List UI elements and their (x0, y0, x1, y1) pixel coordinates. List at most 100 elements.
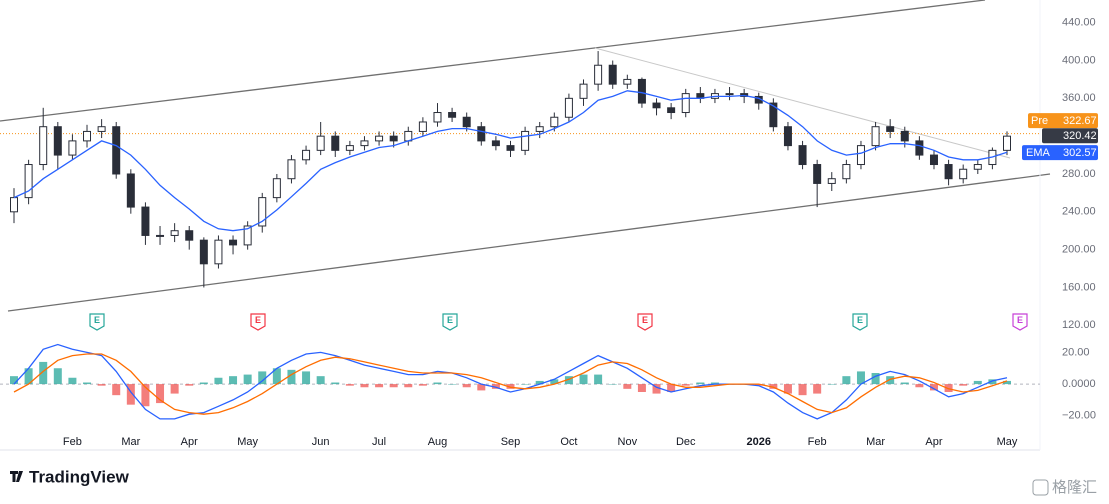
earnings-marker[interactable]: E (637, 313, 653, 331)
candle-body (112, 126, 121, 175)
macd-histogram-bar (126, 384, 135, 405)
candle-body (550, 116, 559, 128)
macd-histogram-bar (156, 384, 165, 404)
macd-histogram-bar (813, 384, 822, 394)
macd-histogram-bar (448, 384, 457, 385)
candle-body (900, 130, 909, 142)
ema-tag-text: EMA (1026, 147, 1051, 159)
candle-body (243, 225, 252, 246)
brand-icon (10, 471, 23, 482)
macd-histogram-bar (710, 382, 719, 385)
macd-histogram-bar (871, 373, 880, 385)
earnings-marker[interactable]: E (89, 313, 105, 331)
brand-name: TradingView (29, 467, 130, 486)
macd-histogram-bar (97, 384, 106, 386)
macd-histogram-bar (462, 384, 471, 388)
macd-histogram-bar (331, 382, 340, 385)
trend-line (594, 47, 1011, 159)
macd-histogram-bar (521, 384, 530, 385)
macd-histogram-bar (564, 376, 573, 385)
macd-histogram-bar (637, 384, 646, 392)
candle-body (433, 112, 442, 123)
watermark-icon (1032, 479, 1049, 496)
earnings-label: E (255, 315, 261, 325)
macd-histogram-bar (53, 368, 62, 385)
candle-body (637, 78, 646, 104)
macd-histogram-bar (418, 384, 427, 386)
earnings-badge (1012, 313, 1028, 331)
x-tick-label: Feb (63, 436, 82, 448)
ema-tag-text: 302.57 (1063, 147, 1097, 159)
pre-tag: Pre 322.67 (1028, 113, 1098, 129)
macd-histogram-bar (199, 382, 208, 385)
candle-body (769, 102, 778, 128)
macd-histogram-bar (915, 384, 924, 388)
macd-histogram-bar (258, 371, 267, 385)
candle-body (375, 135, 384, 142)
macd-histogram-bar (754, 384, 763, 386)
earnings-label: E (1017, 315, 1023, 325)
earnings-badge (250, 313, 266, 331)
candle-body (389, 135, 398, 142)
candle-body (783, 126, 792, 147)
x-tick-label: Feb (808, 436, 827, 448)
candle-body (594, 64, 603, 85)
channel-upper (0, 0, 986, 122)
macd-histogram-bar (550, 379, 559, 385)
macd-histogram-bar (375, 384, 384, 388)
earnings-marker[interactable]: E (1012, 313, 1028, 331)
earnings-marker[interactable]: E (250, 313, 266, 331)
earnings-badge (637, 313, 653, 331)
macd-histogram-bar (404, 384, 413, 388)
candle-body (448, 112, 457, 118)
macd-histogram-bar (535, 380, 544, 385)
macd-histogram-bar (302, 371, 311, 385)
candle-body (10, 197, 18, 213)
x-tick-label: Jul (372, 436, 386, 448)
candle-body (345, 145, 354, 151)
macd-histogram-bar (68, 377, 77, 385)
candle-body (623, 78, 632, 85)
macd-histogram-bar (667, 384, 676, 392)
earnings-label: E (447, 315, 453, 325)
macd-histogram-bar (185, 384, 194, 386)
x-tick-label: May (237, 436, 258, 448)
candle-body (973, 164, 982, 170)
macd-histogram-bar (39, 361, 48, 385)
macd-histogram-bar (827, 384, 836, 385)
candle-body (579, 83, 588, 99)
earnings-marker[interactable]: E (852, 313, 868, 331)
candle-body (287, 159, 296, 180)
candle-body (331, 135, 340, 151)
x-tick-label: Apr (181, 436, 198, 448)
candle-body (798, 145, 807, 166)
last-tag: 320.42 (1042, 128, 1098, 144)
macd-line (13, 343, 1008, 420)
macd-histogram-bar (24, 368, 33, 385)
candle-body (871, 126, 880, 147)
macd-tick-label: −20.00 (1062, 410, 1096, 422)
candle-body (316, 135, 325, 151)
macd-histogram-bar (798, 384, 807, 396)
earnings-marker[interactable]: E (442, 313, 458, 331)
y-tick-label: 400.00 (1062, 54, 1096, 66)
candle-body (506, 145, 515, 151)
candle-body (185, 230, 194, 241)
candle-body (214, 239, 223, 265)
macd-histogram-bar (769, 384, 778, 389)
macd-histogram-bar (594, 374, 603, 385)
candle-body (360, 140, 369, 147)
candle-body (521, 130, 530, 151)
candle-body (813, 164, 822, 184)
macd-histogram-bar (272, 368, 281, 385)
macd-histogram-bar (929, 384, 938, 391)
candle-body (141, 206, 150, 236)
macd-histogram-bar (623, 384, 632, 389)
x-tick-label: 2026 (747, 436, 771, 448)
macd-histogram-bar (316, 376, 325, 385)
earnings-badge (442, 313, 458, 331)
candle-body (1003, 135, 1011, 151)
macd-histogram-bar (83, 382, 92, 385)
macd-tick-label: 0.0000 (1062, 378, 1096, 390)
